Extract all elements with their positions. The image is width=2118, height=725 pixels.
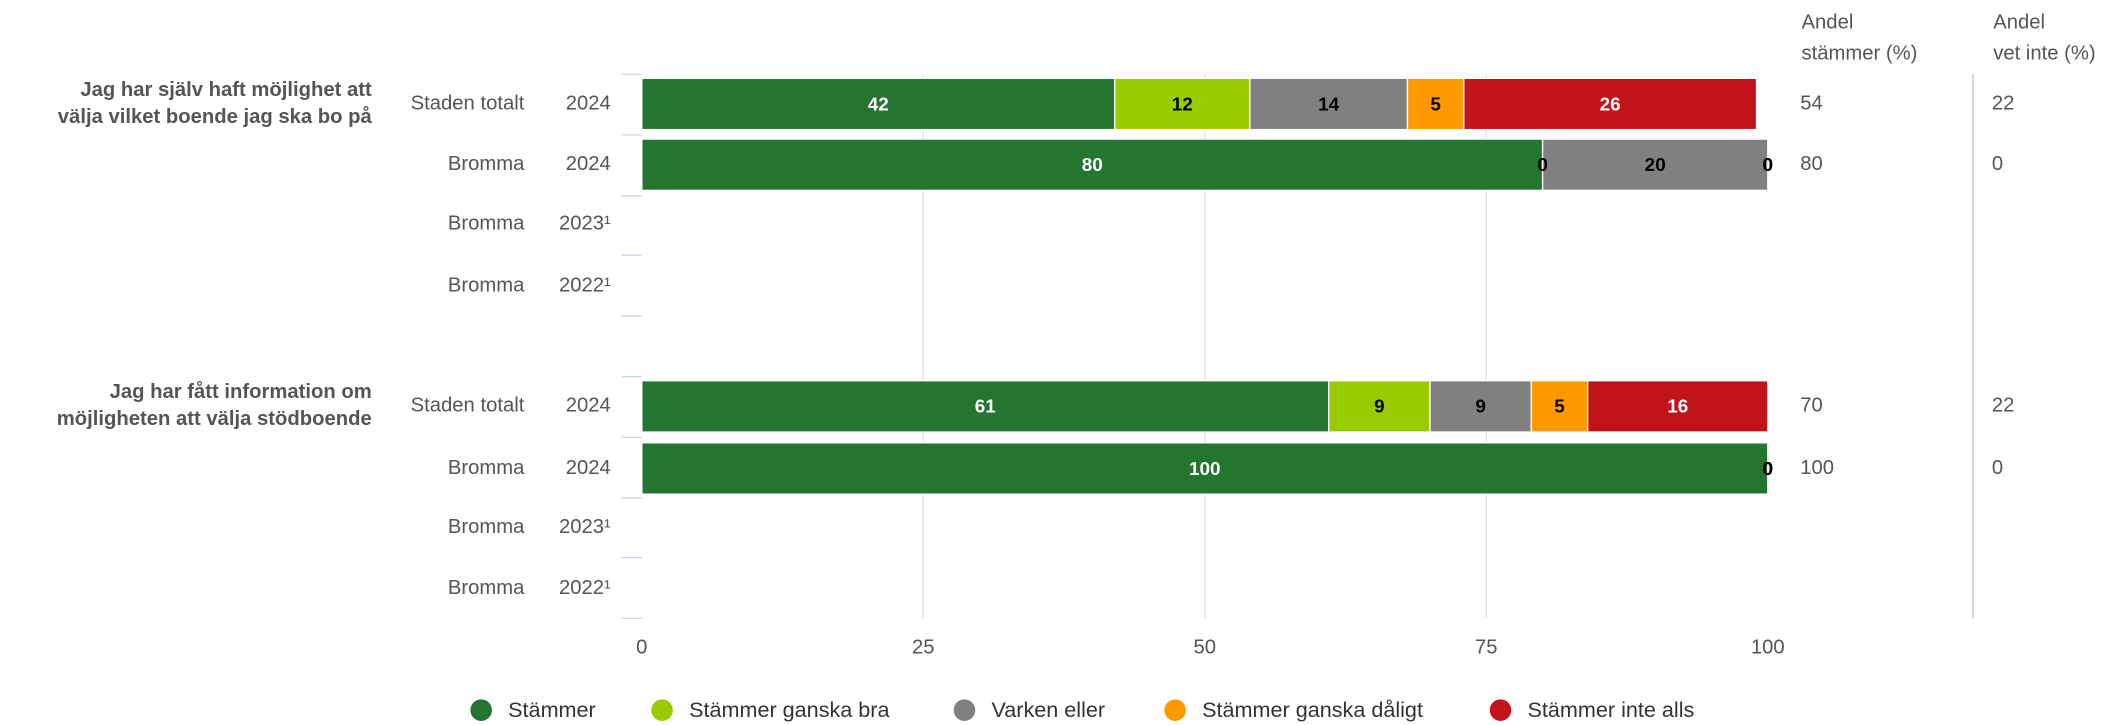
value-label: 0	[1763, 155, 1774, 176]
value-label: 0	[1763, 459, 1774, 480]
value-label: 20	[1645, 155, 1666, 176]
column-value: 80	[1800, 153, 1823, 175]
bar-segment	[1530, 380, 1589, 433]
value-label: 14	[1318, 94, 1340, 115]
bar-segment	[641, 380, 1330, 433]
legend-marker	[470, 699, 492, 721]
year-label: 2022¹	[559, 275, 611, 297]
value-label: 16	[1667, 397, 1688, 418]
unit-label: Bromma	[448, 275, 525, 297]
column-value: 54	[1800, 92, 1823, 114]
legend-marker	[651, 699, 673, 721]
value-label: 26	[1600, 94, 1621, 115]
legend-label: Stämmer	[508, 697, 596, 722]
value-label: 12	[1172, 94, 1193, 115]
question-label: välja vilket boende jag ska bo på	[58, 105, 373, 128]
value-label: 9	[1475, 397, 1486, 418]
value-label: 0	[1763, 459, 1774, 480]
column-header: Andel	[1993, 11, 2045, 33]
legend-label: Stämmer ganska dåligt	[1202, 697, 1423, 722]
year-label: 2024	[566, 457, 611, 479]
column-value: 70	[1800, 395, 1823, 417]
value-label: 5	[1430, 94, 1441, 115]
year-label: 2022¹	[559, 577, 611, 599]
x-tick-label: 100	[1751, 636, 1785, 658]
column-value: 22	[1992, 92, 2015, 114]
value-label: 42	[868, 94, 889, 115]
value-label: 0	[1763, 155, 1774, 176]
year-label: 2024	[566, 92, 611, 114]
x-tick-label: 25	[912, 636, 935, 658]
year-label: 2023¹	[559, 212, 611, 234]
column-header: stämmer (%)	[1802, 42, 1918, 64]
question-label: möjligheten att välja stödboende	[57, 408, 372, 430]
bar-segment	[1586, 380, 1769, 433]
unit-label: Staden totalt	[411, 92, 525, 114]
column-header: vet inte (%)	[1993, 42, 2095, 64]
column-value: 22	[1992, 395, 2015, 417]
value-label: 100	[1189, 459, 1221, 480]
value-label: 5	[1554, 397, 1565, 418]
unit-label: Bromma	[448, 153, 525, 175]
year-label: 2024	[566, 395, 611, 417]
bar-segment	[1249, 77, 1409, 131]
column-value: 100	[1800, 457, 1834, 479]
legend-label: Stämmer inte alls	[1527, 697, 1694, 722]
value-label: 80	[1082, 155, 1103, 176]
unit-label: Bromma	[448, 457, 525, 479]
value-label: 0	[1537, 155, 1548, 176]
x-tick-label: 75	[1475, 636, 1498, 658]
legend-marker	[953, 699, 976, 721]
legend-marker	[1489, 699, 1512, 721]
value-label: 0	[1763, 459, 1774, 480]
bar-segment	[1541, 138, 1769, 192]
column-value: 0	[1992, 153, 2003, 175]
x-tick-label: 0	[636, 636, 647, 658]
value-label: 0	[1763, 459, 1774, 480]
unit-label: Staden totalt	[411, 395, 525, 417]
unit-label: Bromma	[448, 212, 525, 234]
unit-label: Bromma	[448, 577, 525, 599]
value-label: 9	[1374, 397, 1385, 418]
legend-label: Stämmer ganska bra	[689, 697, 890, 722]
bar-segment	[1429, 380, 1533, 433]
x-tick-label: 50	[1194, 636, 1217, 658]
bar-segment	[1327, 380, 1431, 433]
column-value: 0	[1992, 457, 2003, 479]
year-label: 2023¹	[559, 516, 611, 538]
legend-label: Varken eller	[991, 697, 1105, 722]
year-label: 2024	[566, 153, 611, 175]
bar-segment	[641, 138, 1544, 192]
unit-label: Bromma	[448, 516, 525, 538]
value-label: 61	[975, 397, 996, 418]
legend-marker	[1164, 699, 1186, 721]
column-header: Andel	[1802, 11, 1854, 33]
bar-segment	[1463, 77, 1758, 131]
question-label: Jag har själv haft möjlighet att	[80, 79, 372, 101]
question-label: Jag har fått information om	[110, 380, 372, 403]
bar-segment	[641, 442, 1769, 495]
